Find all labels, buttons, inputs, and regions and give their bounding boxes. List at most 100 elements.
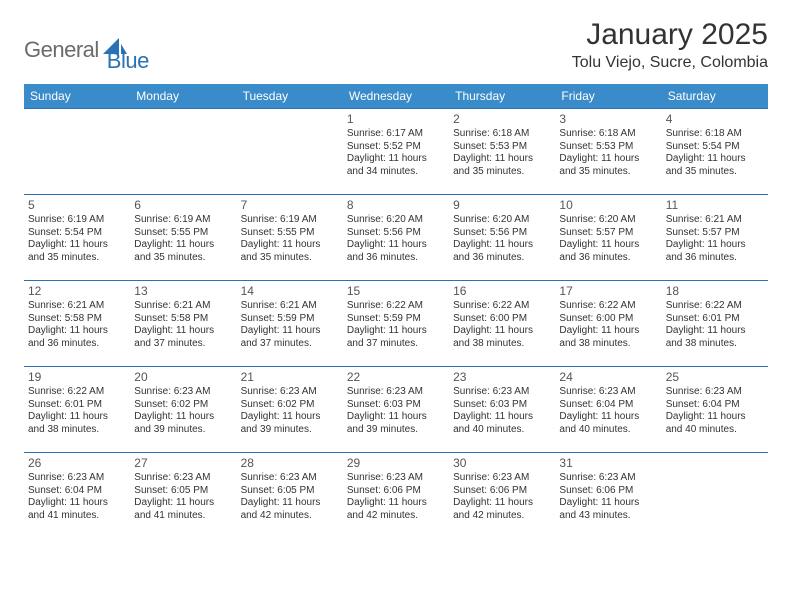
day-number: 26 bbox=[28, 456, 126, 470]
day-info: Sunrise: 6:23 AMSunset: 6:05 PMDaylight:… bbox=[134, 472, 232, 522]
page: General Blue January 2025 Tolu Viejo, Su… bbox=[0, 0, 792, 539]
day-info: Sunrise: 6:22 AMSunset: 6:00 PMDaylight:… bbox=[559, 300, 657, 350]
day-info: Sunrise: 6:21 AMSunset: 5:57 PMDaylight:… bbox=[666, 214, 764, 264]
day-info: Sunrise: 6:20 AMSunset: 5:56 PMDaylight:… bbox=[347, 214, 445, 264]
day-cell: 24 Sunrise: 6:23 AMSunset: 6:04 PMDayligh… bbox=[555, 367, 661, 453]
day-cell: 22Sunrise: 6:23 AMSunset: 6:03 PMDayligh… bbox=[343, 367, 449, 453]
day-cell: 4Sunrise: 6:18 AMSunset: 5:54 PMDaylight… bbox=[662, 109, 768, 195]
empty-cell bbox=[237, 109, 343, 195]
day-number: 18 bbox=[666, 284, 764, 298]
day-number: 29 bbox=[347, 456, 445, 470]
month-title: January 2025 bbox=[572, 18, 768, 52]
day-number: 15 bbox=[347, 284, 445, 298]
day-number: 16 bbox=[453, 284, 551, 298]
day-info: Sunrise: 6:23 AMSunset: 6:04 PMDaylight:… bbox=[559, 386, 657, 436]
day-info: Sunrise: 6:23 AMSunset: 6:02 PMDaylight:… bbox=[134, 386, 232, 436]
day-number: 30 bbox=[453, 456, 551, 470]
dow-header: Tuesday bbox=[237, 84, 343, 109]
brand-part1: General bbox=[24, 37, 99, 63]
day-info: Sunrise: 6:23 AMSunset: 6:06 PMDaylight:… bbox=[347, 472, 445, 522]
week-row: 12 Sunrise: 6:21 AMSunset: 5:58 PMDayligh… bbox=[24, 281, 768, 367]
day-info: Sunrise: 6:23 AMSunset: 6:04 PMDaylight:… bbox=[666, 386, 764, 436]
day-info: Sunrise: 6:22 AMSunset: 6:01 PMDaylight:… bbox=[666, 300, 764, 350]
day-cell: 27 Sunrise: 6:23 AMSunset: 6:05 PMDayligh… bbox=[130, 453, 236, 539]
day-info: Sunrise: 6:21 AMSunset: 5:58 PMDaylight:… bbox=[28, 300, 126, 350]
day-number: 2 bbox=[453, 112, 551, 126]
day-cell: 9Sunrise: 6:20 AMSunset: 5:56 PMDaylight… bbox=[449, 195, 555, 281]
day-cell: 23 Sunrise: 6:23 AMSunset: 6:03 PMDayligh… bbox=[449, 367, 555, 453]
day-info: Sunrise: 6:20 AMSunset: 5:57 PMDaylight:… bbox=[559, 214, 657, 264]
day-cell: 30 Sunrise: 6:23 AMSunset: 6:06 PMDayligh… bbox=[449, 453, 555, 539]
brand-logo: General Blue bbox=[24, 18, 149, 74]
day-cell: 5 Sunrise: 6:19 AMSunset: 5:54 PMDaylight… bbox=[24, 195, 130, 281]
day-cell: 29 Sunrise: 6:23 AMSunset: 6:06 PMDayligh… bbox=[343, 453, 449, 539]
day-info: Sunrise: 6:21 AMSunset: 5:59 PMDaylight:… bbox=[241, 300, 339, 350]
day-cell: 12 Sunrise: 6:21 AMSunset: 5:58 PMDayligh… bbox=[24, 281, 130, 367]
week-row: 19 Sunrise: 6:22 AMSunset: 6:01 PMDayligh… bbox=[24, 367, 768, 453]
day-number: 8 bbox=[347, 198, 445, 212]
day-number: 5 bbox=[28, 198, 126, 212]
location-label: Tolu Viejo, Sucre, Colombia bbox=[572, 54, 768, 72]
day-cell: 21 Sunrise: 6:23 AMSunset: 6:02 PMDayligh… bbox=[237, 367, 343, 453]
dow-header: Friday bbox=[555, 84, 661, 109]
weeks-body: 1 Sunrise: 6:17 AMSunset: 5:52 PMDaylight… bbox=[24, 109, 768, 539]
day-number: 17 bbox=[559, 284, 657, 298]
day-number: 13 bbox=[134, 284, 232, 298]
day-number: 27 bbox=[134, 456, 232, 470]
dow-header: Sunday bbox=[24, 84, 130, 109]
day-number: 10 bbox=[559, 198, 657, 212]
day-cell: 11Sunrise: 6:21 AMSunset: 5:57 PMDayligh… bbox=[662, 195, 768, 281]
day-cell: 31 Sunrise: 6:23 AMSunset: 6:06 PMDayligh… bbox=[555, 453, 661, 539]
day-cell: 28Sunrise: 6:23 AMSunset: 6:05 PMDayligh… bbox=[237, 453, 343, 539]
empty-cell bbox=[130, 109, 236, 195]
week-row: 26Sunrise: 6:23 AMSunset: 6:04 PMDayligh… bbox=[24, 453, 768, 539]
dow-header: Monday bbox=[130, 84, 236, 109]
day-cell: 2 Sunrise: 6:18 AMSunset: 5:53 PMDaylight… bbox=[449, 109, 555, 195]
day-cell: 17 Sunrise: 6:22 AMSunset: 6:00 PMDayligh… bbox=[555, 281, 661, 367]
day-cell: 19 Sunrise: 6:22 AMSunset: 6:01 PMDayligh… bbox=[24, 367, 130, 453]
dow-header: Saturday bbox=[662, 84, 768, 109]
day-info: Sunrise: 6:18 AMSunset: 5:53 PMDaylight:… bbox=[559, 128, 657, 178]
day-number: 19 bbox=[28, 370, 126, 384]
day-info: Sunrise: 6:21 AMSunset: 5:58 PMDaylight:… bbox=[134, 300, 232, 350]
day-number: 12 bbox=[28, 284, 126, 298]
day-cell: 3 Sunrise: 6:18 AMSunset: 5:53 PMDaylight… bbox=[555, 109, 661, 195]
day-cell: 1 Sunrise: 6:17 AMSunset: 5:52 PMDaylight… bbox=[343, 109, 449, 195]
day-cell: 10 Sunrise: 6:20 AMSunset: 5:57 PMDayligh… bbox=[555, 195, 661, 281]
day-info: Sunrise: 6:19 AMSunset: 5:54 PMDaylight:… bbox=[28, 214, 126, 264]
brand-part2: Blue bbox=[107, 48, 149, 74]
day-info: Sunrise: 6:19 AMSunset: 5:55 PMDaylight:… bbox=[241, 214, 339, 264]
week-row: 1 Sunrise: 6:17 AMSunset: 5:52 PMDaylight… bbox=[24, 109, 768, 195]
day-cell: 20Sunrise: 6:23 AMSunset: 6:02 PMDayligh… bbox=[130, 367, 236, 453]
empty-cell bbox=[24, 109, 130, 195]
day-number: 24 bbox=[559, 370, 657, 384]
day-info: Sunrise: 6:23 AMSunset: 6:02 PMDaylight:… bbox=[241, 386, 339, 436]
day-number: 21 bbox=[241, 370, 339, 384]
day-info: Sunrise: 6:20 AMSunset: 5:56 PMDaylight:… bbox=[453, 214, 551, 264]
day-number: 23 bbox=[453, 370, 551, 384]
day-info: Sunrise: 6:22 AMSunset: 6:01 PMDaylight:… bbox=[28, 386, 126, 436]
day-info: Sunrise: 6:23 AMSunset: 6:05 PMDaylight:… bbox=[241, 472, 339, 522]
day-info: Sunrise: 6:23 AMSunset: 6:06 PMDaylight:… bbox=[453, 472, 551, 522]
day-info: Sunrise: 6:22 AMSunset: 5:59 PMDaylight:… bbox=[347, 300, 445, 350]
day-number: 3 bbox=[559, 112, 657, 126]
day-info: Sunrise: 6:23 AMSunset: 6:03 PMDaylight:… bbox=[453, 386, 551, 436]
day-info: Sunrise: 6:18 AMSunset: 5:53 PMDaylight:… bbox=[453, 128, 551, 178]
header: General Blue January 2025 Tolu Viejo, Su… bbox=[24, 18, 768, 74]
empty-cell bbox=[662, 453, 768, 539]
dow-header: Wednesday bbox=[343, 84, 449, 109]
day-number: 31 bbox=[559, 456, 657, 470]
day-cell: 8 Sunrise: 6:20 AMSunset: 5:56 PMDaylight… bbox=[343, 195, 449, 281]
day-number: 6 bbox=[134, 198, 232, 212]
day-info: Sunrise: 6:19 AMSunset: 5:55 PMDaylight:… bbox=[134, 214, 232, 264]
day-number: 1 bbox=[347, 112, 445, 126]
week-row: 5 Sunrise: 6:19 AMSunset: 5:54 PMDaylight… bbox=[24, 195, 768, 281]
day-info: Sunrise: 6:23 AMSunset: 6:03 PMDaylight:… bbox=[347, 386, 445, 436]
day-info: Sunrise: 6:23 AMSunset: 6:06 PMDaylight:… bbox=[559, 472, 657, 522]
day-cell: 14 Sunrise: 6:21 AMSunset: 5:59 PMDayligh… bbox=[237, 281, 343, 367]
day-info: Sunrise: 6:17 AMSunset: 5:52 PMDaylight:… bbox=[347, 128, 445, 178]
day-cell: 16Sunrise: 6:22 AMSunset: 6:00 PMDayligh… bbox=[449, 281, 555, 367]
day-cell: 13 Sunrise: 6:21 AMSunset: 5:58 PMDayligh… bbox=[130, 281, 236, 367]
day-number: 14 bbox=[241, 284, 339, 298]
calendar-table: SundayMondayTuesdayWednesdayThursdayFrid… bbox=[24, 84, 768, 539]
